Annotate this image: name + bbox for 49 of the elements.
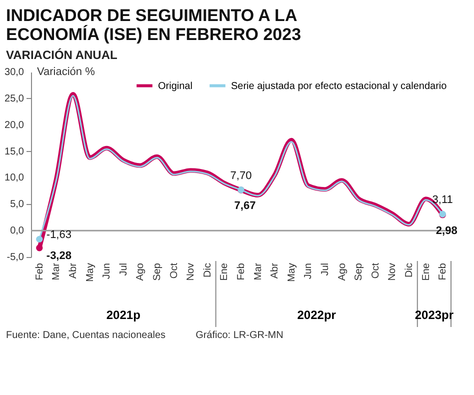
y-tick-label: 20,0 bbox=[4, 120, 24, 131]
x-tick-label: Ago bbox=[135, 262, 146, 281]
y-axis-title: Variación % bbox=[37, 66, 96, 78]
y-tick-label: -5,0 bbox=[6, 252, 24, 263]
legend-label: Serie ajustada por efecto estacional y calendario bbox=[231, 80, 448, 92]
x-tick-label: Dic bbox=[202, 263, 214, 278]
x-tick-label: Jul bbox=[320, 263, 331, 276]
x-tick-label: Jun bbox=[303, 263, 314, 280]
x-tick-label: Mar bbox=[51, 262, 62, 280]
data-label: 7,67 bbox=[234, 200, 256, 212]
x-tick-label: Mar bbox=[252, 262, 264, 280]
x-tick-label: Feb bbox=[236, 262, 247, 280]
x-tick-label: May bbox=[286, 263, 298, 282]
y-tick-label: 30,0 bbox=[4, 67, 24, 78]
x-tick-label: Abr bbox=[68, 262, 79, 279]
x-tick-label: Feb bbox=[438, 262, 449, 280]
x-tick-label: May bbox=[84, 263, 96, 282]
x-tick-label: Nov bbox=[186, 263, 197, 281]
y-tick-label: 15,0 bbox=[4, 146, 24, 158]
y-tick-label: 25,0 bbox=[4, 93, 24, 104]
data-label: -1,63 bbox=[46, 229, 72, 242]
y-tick-label: 0,0 bbox=[10, 226, 24, 237]
text: Gráfico: LR-GR-MN bbox=[196, 330, 284, 341]
text: 2022pr bbox=[297, 308, 336, 322]
x-tick-label: Abr bbox=[270, 262, 281, 279]
x-tick-label: Jul bbox=[118, 263, 130, 276]
data-label: 7,70 bbox=[230, 170, 252, 182]
data-label: 3,11 bbox=[432, 194, 453, 206]
x-tick-label: Sep bbox=[152, 262, 163, 281]
data-label: -3,28 bbox=[46, 250, 72, 262]
chart-subtitle: VARIACIÓN ANUAL bbox=[6, 48, 118, 62]
x-tick-label: Dic bbox=[404, 263, 415, 278]
text: 2021p bbox=[106, 308, 140, 322]
x-tick-label: Oct bbox=[370, 262, 382, 279]
data-label: 2,98 bbox=[436, 224, 458, 237]
x-tick-label: Nov bbox=[387, 263, 398, 281]
y-tick-label: 5,0 bbox=[10, 199, 24, 210]
x-tick-label: Ene bbox=[420, 262, 432, 281]
x-tick-label: Jun bbox=[102, 263, 113, 280]
chart-title: INDICADOR DE SEGUIMIENTO A LA ECONOMÍA (ISE) EN FEBRERO 2023 bbox=[6, 6, 302, 44]
x-tick-label: Ene bbox=[219, 262, 230, 281]
x-tick-label: Oct bbox=[168, 262, 180, 279]
legend-label: Original bbox=[158, 80, 192, 92]
x-tick-label: Sep bbox=[354, 262, 365, 281]
y-tick-label: 10,0 bbox=[4, 172, 24, 184]
x-tick-label: Ago bbox=[336, 262, 348, 281]
x-tick-label: Feb bbox=[34, 262, 46, 280]
source-note: Fuente: Dane, Cuentas nacioneales bbox=[6, 330, 166, 341]
text: 2023pr bbox=[414, 308, 454, 322]
